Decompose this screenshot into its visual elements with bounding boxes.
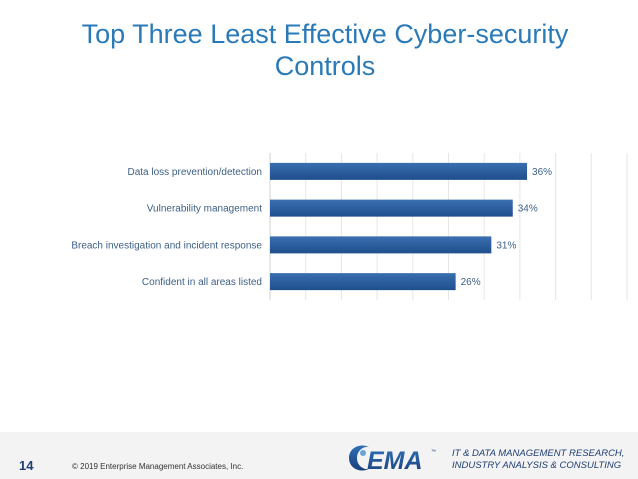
logo-trademark: ™ — [431, 449, 436, 455]
tagline: IT & DATA MANAGEMENT RESEARCH, INDUSTRY … — [452, 448, 634, 472]
bar — [270, 273, 456, 291]
ema-logo: EMA ™ — [349, 445, 436, 475]
category-label: Confident in all areas listed — [142, 277, 262, 288]
title-line-1: Top Three Least Effective Cyber-security — [81, 19, 569, 49]
value-label: 31% — [496, 240, 516, 251]
logo-dot-icon — [360, 450, 366, 456]
category-label: Data loss prevention/detection — [127, 167, 262, 178]
page-number: 14 — [19, 458, 34, 473]
footer: 14 © 2019 Enterprise Management Associat… — [0, 432, 638, 479]
logo-text: EMA — [367, 447, 423, 475]
bar — [270, 162, 528, 180]
bar — [270, 199, 513, 217]
title-line-2: Controls — [274, 51, 376, 81]
slide-title: Top Three Least Effective Cyber-security… — [40, 18, 610, 82]
tagline-line-2: INDUSTRY ANALYSIS & CONSULTING — [452, 460, 622, 471]
copyright-notice: © 2019 Enterprise Management Associates,… — [72, 462, 244, 471]
category-label: Breach investigation and incident respon… — [71, 240, 262, 251]
tagline-line-1: IT & DATA MANAGEMENT RESEARCH, — [452, 448, 625, 459]
value-label: 36% — [532, 167, 552, 178]
bar-chart: Data loss prevention/detection 36% Vulnera… — [71, 153, 628, 300]
bar — [270, 236, 492, 254]
value-label: 34% — [518, 204, 538, 215]
category-label: Vulnerability management — [147, 204, 262, 215]
value-label: 26% — [461, 277, 481, 288]
logo-swoosh-icon — [349, 445, 369, 471]
